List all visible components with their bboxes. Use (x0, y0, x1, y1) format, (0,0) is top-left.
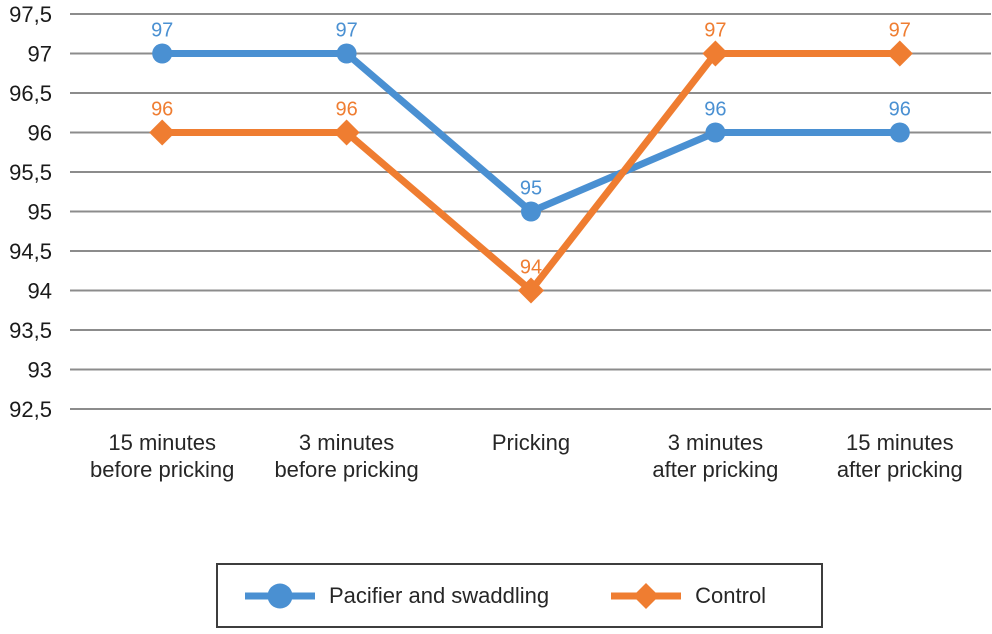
x-axis-label: 3 minutes (668, 430, 763, 455)
data-point-marker-circle (889, 122, 910, 143)
y-tick-label: 92,5 (9, 397, 52, 422)
data-point-marker-diamond (518, 277, 544, 304)
y-tick-label: 94,5 (9, 239, 52, 264)
data-point-marker-diamond (886, 40, 913, 67)
legend-line-circle-icon (245, 583, 315, 608)
data-point-label: 96 (335, 99, 357, 121)
data-point-label: 95 (520, 178, 542, 200)
x-axis-label: after pricking (652, 457, 778, 482)
data-point-label: 96 (889, 99, 911, 121)
data-point-label: 94 (520, 257, 542, 279)
y-tick-label: 95,5 (9, 160, 52, 185)
x-axis-label: before pricking (274, 457, 418, 482)
y-tick-label: 94 (28, 279, 52, 304)
data-point-marker-diamond (149, 119, 176, 146)
data-point-label: 97 (151, 20, 173, 42)
y-tick-label: 95 (28, 200, 52, 225)
y-tick-label: 96,5 (9, 81, 52, 106)
y-tick-label: 97 (28, 42, 52, 67)
legend-entry-pacifier-and-swaddling: Pacifier and swaddling (243, 581, 549, 611)
y-tick-label: 96 (28, 121, 52, 146)
data-point-label: 97 (704, 20, 726, 42)
data-point-marker-circle (336, 43, 357, 64)
data-point-label: 97 (889, 20, 911, 42)
x-axis-label: 15 minutes (108, 430, 216, 455)
legend-entry-control: Control (609, 581, 766, 611)
legend-line-diamond-icon (611, 582, 682, 609)
data-point-marker-circle (521, 201, 541, 222)
legend-label-control: Control (695, 582, 767, 608)
data-point-marker-circle (152, 43, 173, 64)
x-axis-label: 3 minutes (299, 430, 394, 455)
data-point-label: 96 (151, 99, 173, 121)
chart-legend: Pacifier and swaddling Control (216, 563, 823, 628)
y-tick-label: 93,5 (9, 318, 52, 343)
data-point-label: 97 (335, 20, 357, 42)
y-tick-label: 93 (28, 358, 52, 383)
legend-label-pacifier-and-swaddling: Pacifier and swaddling (329, 582, 550, 608)
x-axis-label: 15 minutes (846, 430, 954, 455)
data-point-marker-circle (705, 122, 726, 143)
x-axis-label: after pricking (837, 457, 963, 482)
y-tick-label: 97,5 (9, 2, 52, 27)
data-point-label: 96 (704, 99, 726, 121)
line-chart: 97,5 97 96,5 96 95,5 95 94,5 94 93,5 93 92,5 15 min… (9, 2, 991, 482)
x-axis-label: Pricking (492, 430, 570, 455)
data-point-marker-diamond (333, 119, 360, 146)
x-axis-label: before pricking (90, 457, 234, 482)
data-point-marker-diamond (702, 40, 729, 67)
